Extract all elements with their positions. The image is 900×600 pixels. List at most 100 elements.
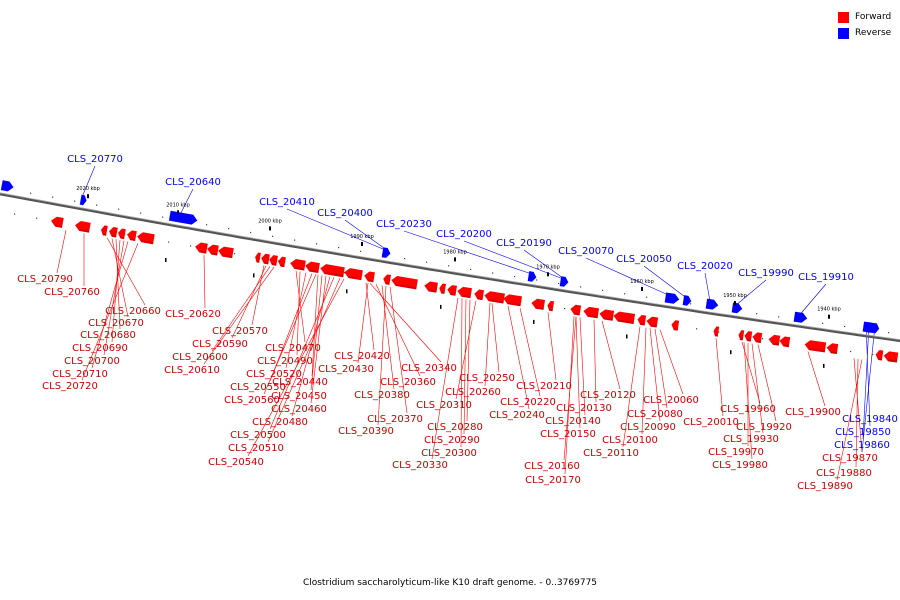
forward-leader [56,230,67,274]
label-leader-lines [56,165,876,481]
forward-gene-shape [570,304,582,316]
backbone-line [0,192,900,343]
track-dot-upper [250,231,252,234]
forward-gene-shadow [461,294,471,299]
reverse-gene [79,194,87,206]
forward-gene-shape [278,256,286,268]
forward-leader [807,351,826,407]
track-dot-upper [74,200,76,202]
forward-gene-shape [671,320,680,331]
forward-leader [291,276,331,417]
forward-gene-label: CLS_20440 [272,377,328,388]
kbp-label: 1980 kbp [443,249,467,255]
forward-gene [383,274,391,285]
reverse-gene-label: CLS_20190 [496,238,552,249]
forward-gene-label: CLS_20710 [52,369,108,380]
forward-gene-label: CLS_20760 [44,287,100,298]
forward-gene-shadow [535,306,544,310]
forward-gene [599,309,615,321]
track-dot-lower [14,213,16,215]
forward-gene-shadow [309,269,319,273]
forward-gene [637,315,647,326]
forward-leader [853,358,863,453]
forward-gene-shadow [783,344,790,348]
forward-gene-label: CLS_20010 [683,417,739,428]
forward-gene-shadow [441,291,445,294]
kbp-tick [361,242,363,246]
forward-gene-shape [127,230,137,242]
forward-leader [757,344,777,422]
reverse-leader [463,240,563,279]
forward-gene-shadow [878,357,883,361]
forward-gene-label: CLS_20450 [271,391,327,402]
track-dot-upper [580,286,582,288]
forward-gene-label: CLS_20110 [583,448,639,459]
reverse-leader [865,323,871,427]
forward-gene-shadow [507,302,521,307]
reverse-leader [286,208,386,251]
track-dot-lower [762,338,764,340]
track-dot-upper [778,316,780,318]
track-dot-upper [52,196,54,198]
forward-gene-shadow [324,272,344,278]
reverse-gene [168,210,198,225]
forward-gene [51,216,64,228]
forward-gene-shape [583,306,600,319]
forward-gene [484,291,505,304]
reverse-gene-shape [682,295,692,306]
reverse-gene [793,311,808,323]
forward-gene [744,331,753,342]
forward-gene-label: CLS_20280 [427,422,483,433]
reverse-leader [179,188,194,215]
track-dot-upper [624,293,626,295]
track-dot-upper [140,212,142,214]
forward-leader [466,299,471,422]
forward-gene-shape [269,255,278,266]
forward-leader [460,298,463,448]
reverse-gene-shape [79,194,87,206]
reverse-leader [403,230,531,274]
kbp-tick [547,272,549,277]
forward-gene-shape [447,285,458,296]
forward-gene-shadow [603,317,613,321]
forward-gene-shape [424,281,438,293]
forward-gene [391,276,418,290]
forward-gene-shape [255,252,261,263]
forward-gene-shadow [263,261,269,265]
forward-gene-label: CLS_20370 [367,414,423,425]
forward-gene [127,230,137,242]
forward-leader [855,358,859,468]
forward-gene [101,225,108,236]
forward-gene [344,268,363,281]
forward-gene-label: CLS_19970 [708,447,764,458]
forward-gene [583,306,600,319]
forward-gene-shape [599,309,615,321]
minor-tick [533,319,535,324]
track-dot-upper [448,265,450,267]
forward-gene-shadow [428,289,437,293]
forward-gene-shadow [395,283,417,290]
legend-reverse-label: Reverse [855,28,892,38]
kbp-label: 1940 kbp [817,307,841,313]
reverse-gene [527,271,537,282]
forward-gene-label: CLS_20590 [192,339,248,350]
track-dot-upper [338,247,340,249]
forward-gene-label: CLS_20310 [416,400,472,411]
track-dot-lower [168,241,170,243]
track-dot-upper [844,325,846,328]
track-dot-upper [536,279,538,281]
forward-gene-shape [261,253,270,265]
track-dot-upper [690,303,692,305]
minor-tick [730,350,732,355]
forward-leader [115,239,121,330]
gene-features [0,180,899,368]
forward-gene [875,350,884,361]
legend-reverse: Reverse [838,25,900,41]
forward-leader [575,316,581,429]
reverse-gene-shape [168,210,198,225]
genome-caption: Clostridium saccharolyticum-like K10 dra… [302,578,598,588]
forward-gene-shadow [808,348,826,353]
forward-leader [507,305,530,410]
forward-leader [593,319,597,403]
forward-gene [547,300,555,312]
